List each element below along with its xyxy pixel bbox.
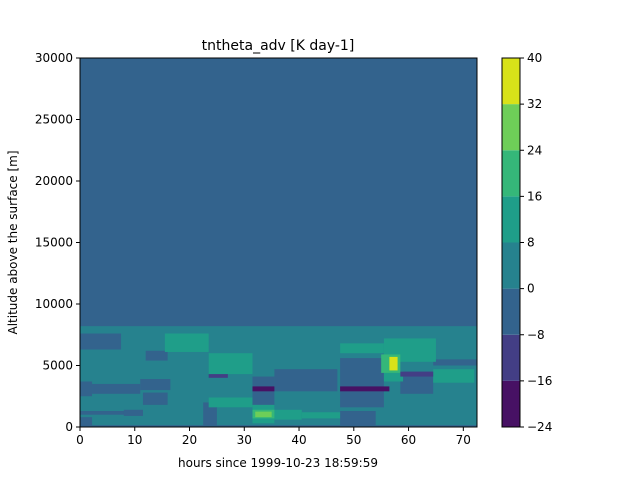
heatmap-region: [80, 425, 477, 427]
heatmap-region: [433, 369, 475, 383]
heatmap-region: [340, 411, 376, 427]
colorbar-tick-label: 16: [527, 189, 542, 203]
colorbar-segment: [502, 58, 520, 105]
heatmap-region: [274, 369, 338, 392]
heatmap-region: [142, 392, 168, 405]
x-tick-label: 70: [456, 433, 471, 447]
heatmap-region: [92, 383, 141, 394]
heatmap-region: [140, 379, 171, 391]
colorbar-tick-label: −16: [527, 374, 552, 388]
heatmap-region: [340, 386, 390, 392]
heatmap-region: [271, 409, 302, 420]
chart-title: tntheta_adv [K day-1]: [202, 38, 355, 54]
heatmap-region: [80, 333, 122, 350]
heatmap-region: [340, 343, 384, 354]
colorbar-segment: [502, 380, 520, 427]
y-tick-label: 5000: [42, 359, 73, 373]
heatmap-region: [252, 386, 275, 392]
x-tick-label: 20: [182, 433, 197, 447]
y-tick-label: 25000: [35, 113, 73, 127]
colorbar-segment: [502, 242, 520, 289]
heatmap-region: [208, 353, 253, 375]
heatmap-region: [252, 376, 275, 408]
x-tick-label: 60: [401, 433, 416, 447]
heatmap-region: [340, 358, 384, 408]
colorbar-tick-label: −24: [527, 420, 552, 434]
colorbar-tick-label: 0: [527, 282, 535, 296]
heatmap-region: [145, 350, 168, 361]
heatmap-region: [123, 409, 143, 416]
y-axis-label: Altitude above the surface [m]: [6, 150, 20, 334]
colorbar-segment: [502, 288, 520, 335]
y-tick-label: 10000: [35, 297, 73, 311]
x-tick-label: 10: [127, 433, 142, 447]
heatmap-region: [164, 333, 209, 352]
heatmap-region: [80, 381, 93, 397]
y-tick-label: 15000: [35, 236, 73, 250]
heatmap-region: [383, 371, 404, 382]
heatmap-region: [433, 359, 477, 366]
axes: 0 10 20 30 40 50 60 70 0 5000 10000 15000 20000 25000…: [35, 51, 478, 447]
y-tick-label: 30000: [35, 51, 73, 65]
y-tick-label: 20000: [35, 174, 73, 188]
heatmap-region: [389, 356, 398, 371]
heatmap-region: [208, 397, 253, 408]
x-tick-label: 0: [76, 433, 84, 447]
colorbar-segment: [502, 196, 520, 243]
colorbar-tick-label: 40: [527, 51, 542, 65]
colorbar-tick-label: 32: [527, 97, 542, 111]
heatmap-region: [301, 412, 341, 419]
colorbar-segment: [502, 334, 520, 381]
heatmap-region: [400, 371, 434, 394]
x-axis-label: hours since 1999-10-23 18:59:59: [178, 456, 378, 470]
y-tick-label: 0: [65, 420, 73, 434]
heatmap-region: [203, 402, 217, 427]
colorbar-segment: [502, 150, 520, 197]
colorbar-tick-label: −8: [527, 328, 545, 342]
x-tick-label: 30: [237, 433, 252, 447]
heatmap-region: [80, 417, 93, 427]
colorbar-tick-label: 8: [527, 236, 535, 250]
colorbar-segment: [502, 104, 520, 151]
plot-area: [80, 58, 477, 427]
colorbar: −24 −16 −8 0 8 16 24 32 40: [501, 51, 552, 434]
heatmap-region: [255, 411, 272, 418]
x-tick-label: 50: [346, 433, 361, 447]
x-tick-label: 40: [291, 433, 306, 447]
heatmap-region: [400, 371, 434, 377]
heatmap-region: [80, 411, 141, 415]
heatmap-region: [208, 374, 228, 378]
colorbar-tick-label: 24: [527, 143, 542, 157]
